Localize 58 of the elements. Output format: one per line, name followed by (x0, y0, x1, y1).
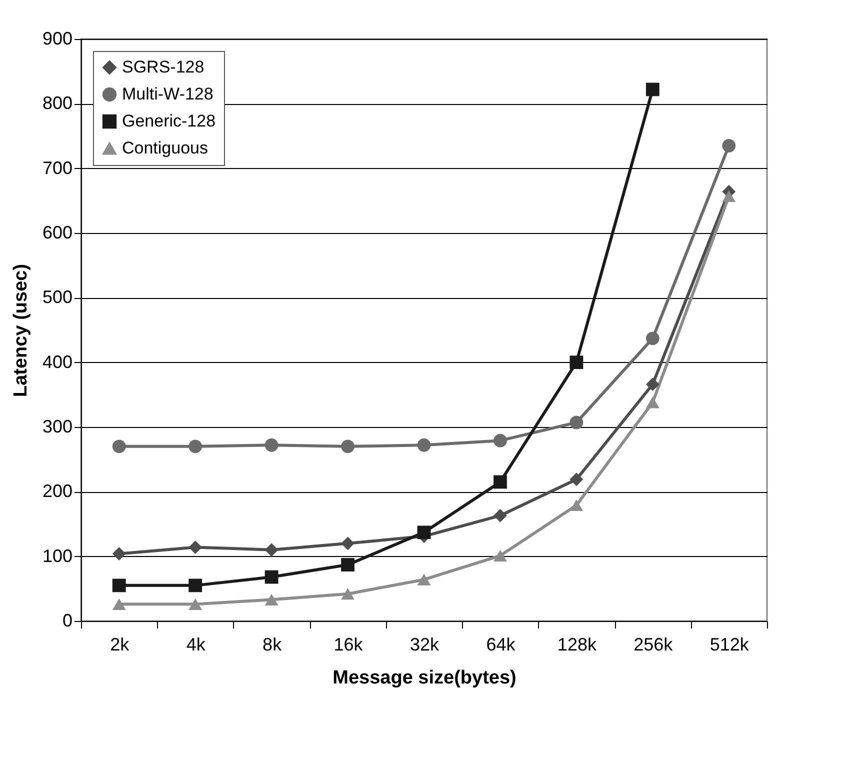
legend-label: Generic-128 (122, 112, 216, 130)
x-tick-label: 512k (710, 634, 750, 654)
point (341, 440, 354, 454)
x-tick-label: 8k (262, 634, 283, 654)
y-axis-title: Latency (usec) (10, 264, 32, 398)
x-tick-label: 256k (634, 634, 674, 654)
y-tick-label: 0 (62, 610, 72, 630)
point (494, 508, 507, 522)
y-tick-label: 100 (42, 546, 72, 566)
point (570, 356, 584, 370)
point (417, 438, 431, 452)
point (494, 434, 507, 448)
y-tick-label: 800 (42, 93, 72, 114)
point (646, 82, 660, 96)
point (188, 440, 202, 454)
legend-label: Multi-W-128 (122, 84, 214, 104)
y-tick-label: 200 (42, 481, 72, 502)
point (417, 526, 431, 540)
point (341, 588, 354, 600)
point (417, 574, 431, 586)
x-tick-label: 4k (186, 634, 206, 654)
point (264, 543, 278, 557)
point (264, 594, 278, 606)
point (570, 416, 584, 430)
x-tick-label: 64k (486, 634, 516, 654)
y-tick-label: 500 (42, 287, 72, 308)
point (646, 378, 660, 392)
point (646, 332, 660, 346)
legend-label: Contiguous (122, 138, 208, 158)
y-tick-label: 700 (42, 158, 72, 178)
point (112, 440, 126, 454)
point (494, 550, 507, 562)
point (264, 438, 278, 452)
x-tick-label: 32k (410, 634, 440, 654)
y-tick-label: 300 (42, 416, 72, 436)
point (494, 475, 507, 489)
point (188, 598, 202, 610)
y-tick-label: 600 (42, 222, 72, 242)
point (722, 139, 736, 152)
point (112, 578, 126, 592)
point (570, 499, 584, 512)
legend-label: SGRS-128 (122, 58, 204, 76)
y-tick-label: 400 (42, 352, 72, 372)
point (188, 540, 202, 554)
point (112, 547, 126, 560)
point (646, 396, 660, 408)
point (264, 570, 278, 584)
point (188, 578, 202, 592)
point (341, 558, 354, 572)
x-tick-label: 16k (334, 634, 364, 654)
point (570, 472, 584, 486)
x-tick-label: 2k (110, 634, 130, 654)
point (722, 190, 736, 202)
y-tick-label: 900 (42, 28, 72, 48)
point (112, 598, 126, 610)
x-axis-title: Message size(bytes) (332, 668, 516, 688)
x-tick-label: 128k (557, 634, 598, 654)
point (341, 536, 354, 550)
